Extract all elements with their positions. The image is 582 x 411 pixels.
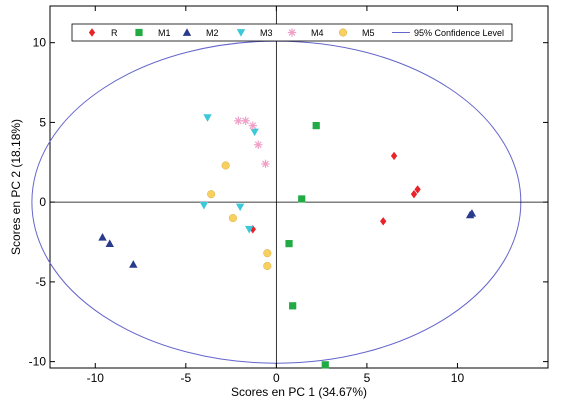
point-m4	[261, 159, 270, 169]
point-m3	[203, 114, 212, 122]
y-tick-label: -10	[29, 355, 47, 369]
legend-label-m2: M2	[206, 28, 219, 38]
legend-marker-m5	[338, 28, 348, 37]
point-m5	[228, 214, 237, 223]
point-r	[414, 185, 421, 194]
series-m2	[98, 209, 477, 268]
star-stroke	[249, 122, 257, 129]
legend-marker-m4	[287, 28, 297, 37]
point-r	[390, 151, 398, 161]
x-tick-label: 5	[364, 371, 371, 385]
series-m5	[207, 161, 272, 270]
point-m3	[199, 201, 209, 210]
y-tick-label: -5	[35, 275, 46, 289]
x-tick-label: -10	[87, 371, 105, 385]
point-m2	[98, 233, 107, 241]
point-m3	[250, 128, 259, 137]
point-m3	[235, 203, 245, 212]
series-m1	[285, 122, 329, 369]
point-m5	[263, 261, 272, 270]
x-axis-title: Scores en PC 1 (34.67%)	[231, 385, 367, 399]
point-m1	[298, 195, 306, 203]
point-r	[380, 217, 387, 226]
y-tick-label: 5	[39, 115, 46, 129]
x-tick-label: 0	[273, 371, 280, 385]
point-m5	[207, 190, 216, 199]
legend-marker-m2	[182, 28, 192, 36]
point-m2	[105, 239, 114, 247]
legend: R M1 M2 M3 M4 M5 95% Confidence Level	[71, 23, 513, 42]
legend-marker-r	[88, 28, 96, 37]
legend-label-m3: M3	[260, 28, 273, 38]
legend-marker-m1	[135, 28, 143, 37]
star-stroke	[234, 117, 242, 125]
legend-label-m4: M4	[311, 28, 324, 38]
legend-label-m5: M5	[362, 28, 375, 38]
x-tick-label: -5	[180, 371, 191, 385]
series-m4	[234, 116, 270, 169]
star-stroke	[242, 117, 249, 125]
series-m3	[199, 114, 259, 234]
point-m1	[312, 122, 320, 130]
star-stroke	[254, 141, 262, 149]
series-r	[249, 151, 421, 234]
point-m3	[245, 225, 254, 234]
point-m1	[285, 240, 293, 248]
point-m1	[289, 302, 297, 310]
plot-frame	[49, 5, 549, 369]
point-m2	[467, 209, 477, 217]
point-m5	[263, 249, 272, 258]
point-m4	[241, 116, 250, 126]
star-stroke	[262, 160, 269, 168]
legend-label-confidence: 95% Confidence Level	[414, 28, 504, 38]
point-m5	[221, 161, 230, 170]
point-m2	[129, 260, 138, 268]
legend-label-r: R	[111, 28, 118, 38]
legend-label-m1: M1	[158, 28, 171, 38]
point-m4	[234, 116, 243, 126]
x-tick-label: 10	[451, 371, 465, 385]
y-tick-label: 0	[39, 195, 46, 209]
y-tick-label: 10	[33, 36, 47, 50]
star-stroke	[288, 29, 296, 36]
y-axis-title: Scores en PC 2 (18.18%)	[9, 119, 23, 255]
point-m4	[248, 121, 258, 130]
point-m1	[321, 361, 329, 369]
legend-marker-m3	[236, 29, 246, 37]
point-r	[249, 225, 256, 234]
point-m4	[254, 140, 263, 149]
point-r	[410, 189, 418, 199]
